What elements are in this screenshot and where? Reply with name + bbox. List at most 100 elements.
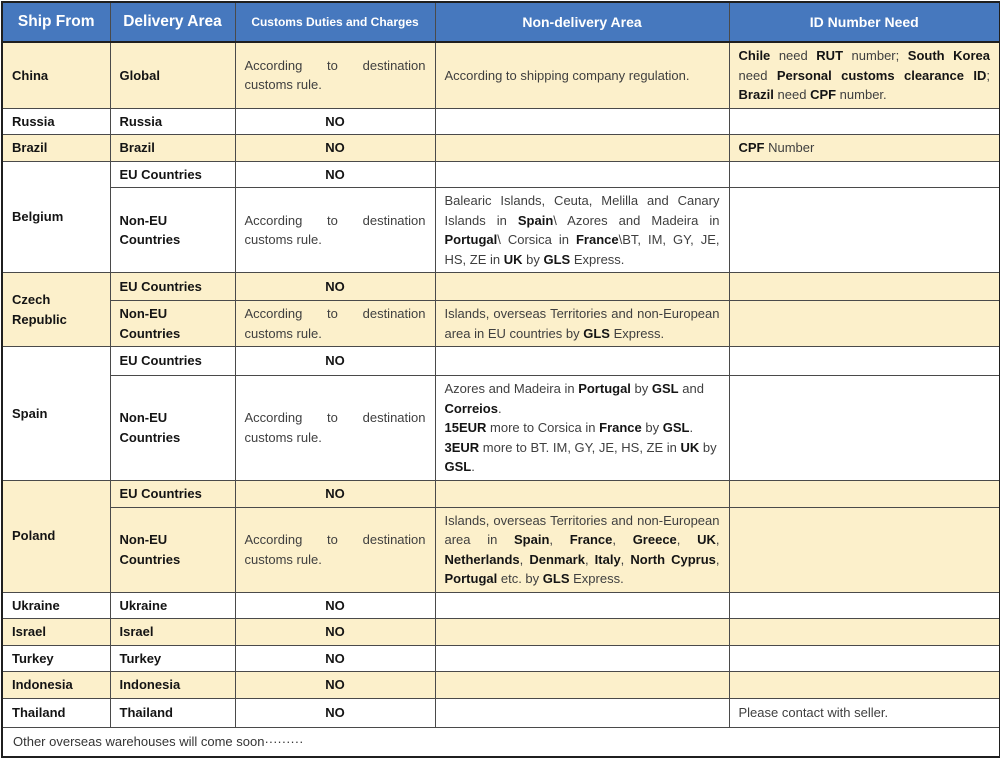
cell-spain-eu-customs: NO [234, 346, 436, 376]
text-run: , [519, 551, 530, 567]
text-run: GSL [651, 381, 679, 396]
row-china: China Global According to destination cu… [1, 41, 1000, 109]
text-run: UK [697, 532, 716, 547]
cell-czech-noneu-customs: According to destination customs rule. [234, 300, 436, 347]
cell-russia-customs: NO [234, 107, 436, 135]
text-run: Italy [594, 551, 621, 567]
text-run: Portugal [444, 571, 498, 586]
text-run: need [738, 67, 777, 83]
text-run: GSL [662, 420, 690, 435]
text-run: by [699, 439, 717, 455]
cell-turkey-id [728, 644, 1000, 672]
cell-brazil-customs: NO [234, 134, 436, 162]
text-run: CPF [738, 140, 765, 155]
text-run: GLS [583, 325, 610, 341]
cell-indonesia-id [728, 671, 1000, 699]
cell-belgium-eu-nondelivery [434, 160, 730, 188]
text-run: . [471, 459, 475, 474]
cell-spain-ship: Spain [1, 346, 111, 481]
cell-russia-nondelivery [434, 107, 730, 135]
footer-note: Other overseas warehouses will come soon… [1, 726, 1000, 758]
text-run: , [715, 551, 720, 567]
row-brazil: Brazil Brazil NO CPF Number [1, 134, 1000, 162]
cell-brazil-nondelivery [434, 134, 730, 162]
col-header-ship-from: Ship From [1, 1, 111, 43]
text-run: France [569, 532, 613, 547]
cell-israel-customs: NO [234, 618, 436, 646]
cell-israel-area: Israel [109, 618, 236, 646]
text-run: , [584, 551, 595, 567]
text-run: Express. [609, 325, 665, 341]
cell-czech-eu-area: EU Countries [109, 272, 236, 301]
cell-poland-eu-area: EU Countries [109, 479, 236, 508]
cell-poland-noneu-area: Non-EU Countries [109, 506, 236, 593]
row-czech-eu: Czech Republic EU Countries NO [1, 272, 1000, 347]
row-spain-noneu: Non-EU Countries According to destinatio… [2, 375, 1000, 481]
cell-indonesia-customs: NO [234, 671, 436, 699]
cell-czech-noneu-area: Non-EU Countries [109, 300, 236, 347]
text-run: Islands, overseas Territories and non-Eu… [444, 512, 720, 548]
text-run: Portugal [444, 232, 498, 247]
row-indonesia: Indonesia Indonesia NO [1, 671, 1000, 699]
row-israel: Israel Israel NO [1, 618, 1000, 646]
text-run: France [575, 232, 619, 247]
cell-belgium-eu-id [728, 160, 1000, 188]
text-run: Netherlands [444, 551, 520, 567]
cell-brazil-id: CPF Number [728, 134, 1000, 162]
text-run: need [773, 87, 811, 102]
text-run: etc. by [497, 571, 543, 586]
row-spain-eu: Spain EU Countries NO [1, 346, 1000, 481]
text-run: CPF [810, 87, 837, 102]
cell-poland-noneu-nondelivery: Islands, overseas Territories and non-Eu… [434, 506, 730, 593]
cell-thailand-nondelivery [434, 697, 730, 728]
cell-indonesia-ship: Indonesia [1, 671, 111, 699]
cell-belgium-noneu-nondelivery: Balearic Islands, Ceuta, Melilla and Can… [434, 187, 730, 273]
cell-czech-noneu-nondelivery: Islands, overseas Territories and non-Eu… [434, 300, 730, 347]
text-run: more to Corsica in [486, 420, 600, 435]
text-run: , [549, 532, 570, 547]
cell-spain-eu-id [728, 346, 1000, 376]
row-turkey: Turkey Turkey NO [1, 644, 1000, 672]
col-header-delivery-area: Delivery Area [109, 1, 236, 43]
cell-spain-eu-area: EU Countries [109, 346, 236, 376]
text-run: RUT [816, 48, 844, 63]
cell-russia-area: Russia [109, 107, 236, 135]
cell-israel-nondelivery [434, 618, 730, 646]
col-header-non-delivery-area: Non-delivery Area [434, 1, 730, 43]
cell-israel-ship: Israel [1, 618, 111, 646]
row-poland-noneu: Non-EU Countries According to destinatio… [2, 506, 1000, 593]
cell-ukraine-nondelivery [434, 591, 730, 619]
text-run: \ Corsica in [497, 232, 576, 247]
col-header-customs-duties: Customs Duties and Charges [234, 1, 436, 43]
cell-thailand-customs: NO [234, 697, 436, 728]
cell-ukraine-customs: NO [234, 591, 436, 619]
text-run: Greece [632, 532, 677, 547]
text-run: GSL [444, 459, 472, 474]
cell-china-area: Global [109, 41, 236, 109]
cell-spain-noneu-area: Non-EU Countries [109, 375, 236, 481]
text-run: more to BT. IM, GY, JE, HS, ZE in [479, 439, 681, 455]
cell-turkey-nondelivery [434, 644, 730, 672]
text-run: Spain [514, 532, 550, 547]
cell-spain-eu-nondelivery [434, 346, 730, 376]
cell-czech-ship: Czech Republic [1, 272, 111, 347]
col-header-id-number-need: ID Number Need [728, 1, 1000, 43]
text-run: Chile [738, 48, 771, 63]
cell-indonesia-nondelivery [434, 671, 730, 699]
cell-poland-eu-nondelivery [434, 479, 730, 508]
text-run: Brazil [738, 87, 774, 102]
cell-ukraine-id [728, 591, 1000, 619]
cell-czech-eu-id [728, 272, 1000, 301]
text-run: \BT, IM, GY, JE, HS, ZE in [444, 232, 720, 267]
row-czech-noneu: Non-EU Countries According to destinatio… [2, 300, 1000, 347]
cell-thailand-ship: Thailand [1, 697, 111, 728]
row-belgium-eu: Belgium EU Countries NO [1, 160, 1000, 273]
cell-czech-eu-customs: NO [234, 272, 436, 301]
text-run: Correios [444, 400, 498, 416]
cell-ukraine-area: Ukraine [109, 591, 236, 619]
text-run: 3EUR [444, 439, 480, 455]
cell-china-ship: China [1, 41, 111, 109]
text-run: Personal customs clearance ID [776, 67, 987, 83]
